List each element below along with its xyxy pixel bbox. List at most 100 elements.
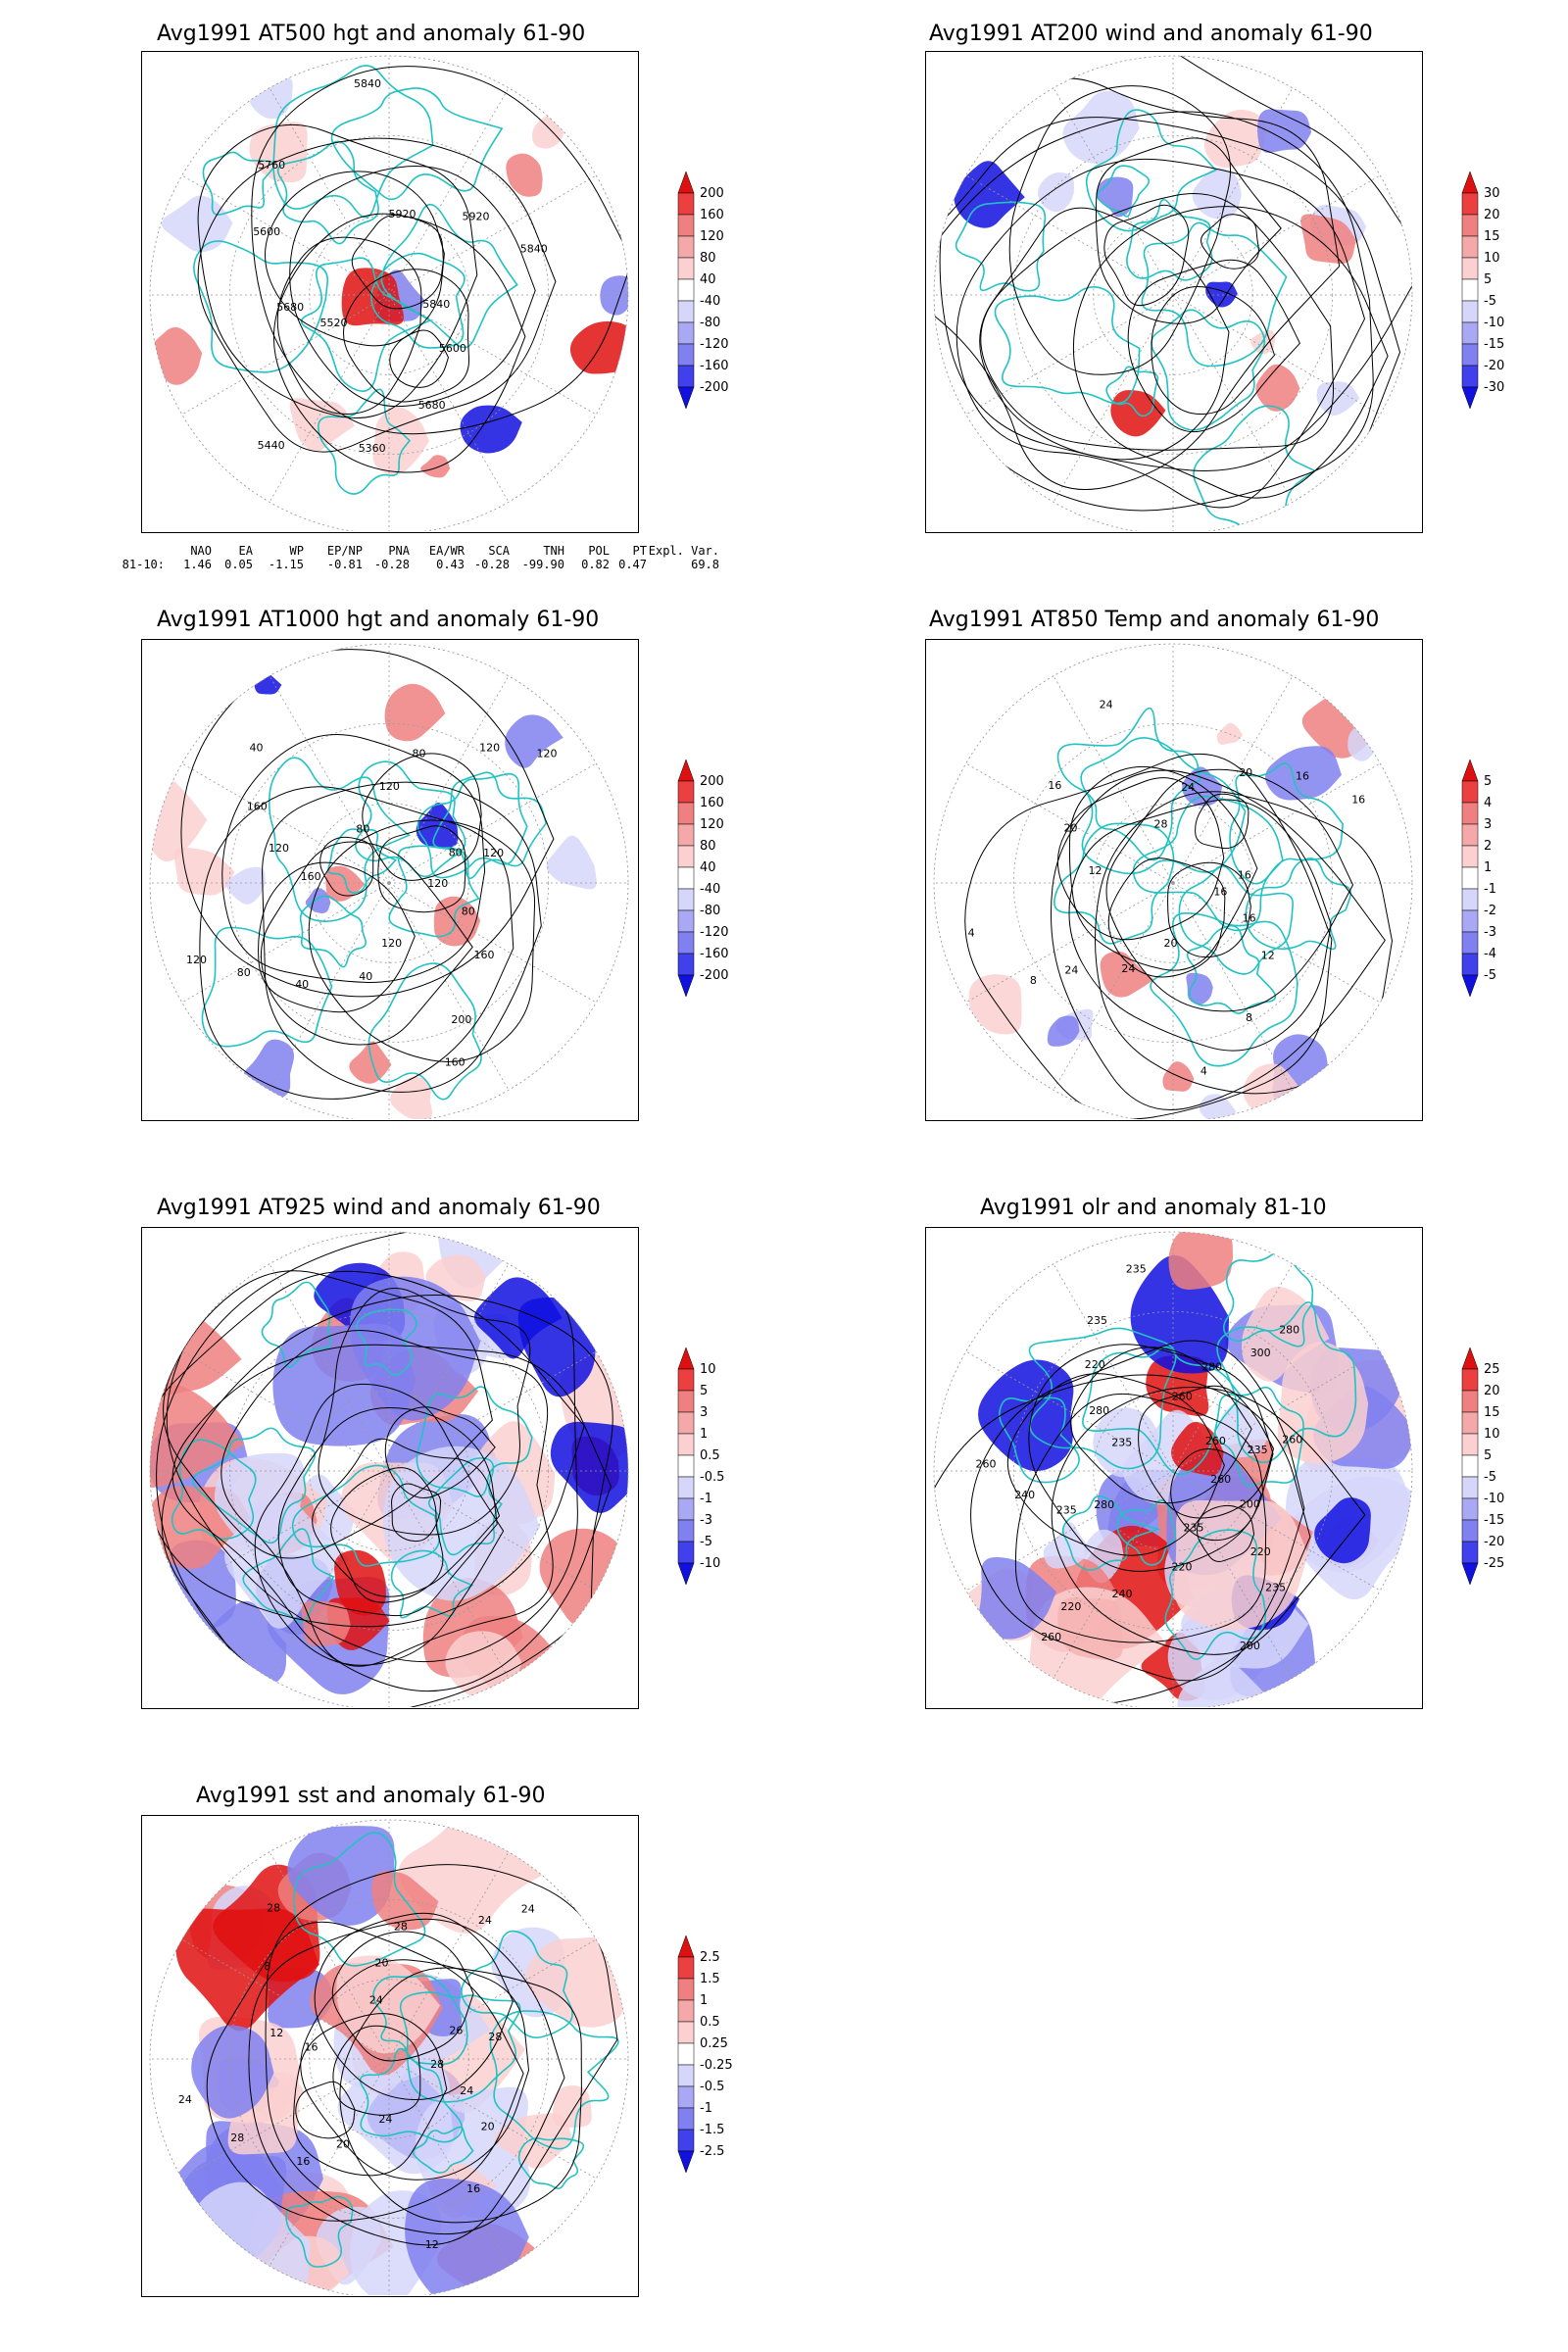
- contour-line: [289, 165, 536, 408]
- colorbar-segment: [677, 1497, 695, 1521]
- contour-label: 160: [474, 949, 495, 961]
- coastline: [416, 772, 528, 879]
- contour-label: 200: [451, 1013, 471, 1026]
- anomaly-region: [968, 974, 1022, 1035]
- contour-label: 28: [430, 2058, 444, 2071]
- teleconnection-table: NAO EA WP EP/NP PNA EA/WR SCA TNH POL PT Expl. Var…: [116, 544, 719, 571]
- contour-label: 24: [1121, 962, 1135, 975]
- anomaly-region: [1257, 109, 1312, 153]
- contour-label: 16: [1213, 885, 1227, 898]
- colorbar-tick-label: -80: [700, 904, 720, 918]
- colorbar-tick-label: 15: [1484, 1405, 1500, 1420]
- colorbar-tick-label: 10: [1484, 251, 1500, 266]
- coastline: [1116, 1499, 1176, 1566]
- coastline: [1193, 405, 1317, 531]
- streamline: [254, 1383, 505, 1666]
- polar-map-frame: [925, 51, 1423, 533]
- colorbar-tick-label: -15: [1484, 1513, 1504, 1528]
- contour-label: 12: [1089, 864, 1102, 877]
- colorbar-tick-label: -1: [700, 2101, 712, 2116]
- contour-line: [1051, 1387, 1366, 1655]
- contour-label: 20: [336, 2138, 350, 2151]
- colorbar-tick-label: -10: [1484, 1492, 1504, 1506]
- contour-label: 80: [449, 847, 463, 859]
- coastline: [1105, 366, 1159, 417]
- anomaly-region: [1215, 1402, 1270, 1458]
- colorbar-segment: [677, 2107, 695, 2131]
- colorbar-segment: [677, 2129, 695, 2152]
- teleconnection-value: -0.28: [473, 558, 510, 571]
- teleconnection-header: EA/WR: [428, 544, 465, 558]
- polar-map-frame: 28 24 20 16 12 24 20 16 28 24 16 12 8 28 24 20 28 24 24 26 2…: [141, 1815, 639, 2297]
- colorbar-segment: [677, 1978, 695, 2001]
- colorbar-segment: [677, 823, 695, 847]
- streamline: [220, 1329, 554, 1667]
- coastline: [359, 2047, 464, 2143]
- teleconnection-value: -0.28: [373, 558, 410, 571]
- anomaly-region: [532, 116, 565, 149]
- polar-map-frame: [141, 1227, 639, 1709]
- contour-line: [276, 236, 422, 416]
- teleconnection-header: PNA: [388, 544, 410, 558]
- colorbar-tick-label: -5: [700, 1535, 712, 1549]
- colorbar-tick-label: -1: [700, 1492, 712, 1506]
- contour-label: 24: [369, 1994, 383, 2007]
- contour-label: 24: [1064, 964, 1078, 977]
- teleconnection-header: POL: [588, 544, 610, 558]
- colorbar-segment: [677, 321, 695, 345]
- colorbar-segment: [677, 214, 695, 237]
- coastline: [285, 2195, 354, 2268]
- coastline: [1229, 762, 1345, 885]
- contour-line: [377, 825, 466, 913]
- contour-label: 28: [230, 2132, 244, 2144]
- anomaly-region: [225, 866, 266, 905]
- colorbar: 200 160 120 80 40 -40 -80 -120 -160 -200: [674, 759, 762, 1057]
- contour-label: 5920: [389, 208, 416, 220]
- colorbar-segment: [1461, 823, 1479, 847]
- polar-stereographic-map: 16 16 12 8 4 20 24 24 8 4 12 20 16 24 28 24 20 16 16 16: [933, 643, 1413, 1119]
- colorbar-segment: [677, 866, 695, 890]
- contour-label: 5360: [359, 442, 386, 455]
- contour-label: 260: [1210, 1473, 1231, 1486]
- colorbar-tick-label: -20: [1484, 359, 1504, 373]
- colorbar-tick-label: 1: [700, 1427, 708, 1442]
- contour-label: 80: [462, 905, 475, 917]
- coastline: [193, 240, 329, 373]
- colorbar-segment: [1461, 953, 1479, 976]
- polar-stereographic-map: 5840 5600 5680 5360 5440 5520 5680 5600 5760 5840…: [149, 55, 629, 531]
- colorbar-tick-label: -160: [700, 947, 729, 961]
- contour-label: 120: [269, 842, 289, 855]
- contour-label: 220: [1172, 1561, 1193, 1574]
- panel-title: Avg1991 AT925 wind and anomaly 61-90: [157, 1196, 601, 1220]
- coastline: [1245, 858, 1352, 951]
- anomaly-region: [1277, 1342, 1369, 1464]
- colorbar-segment: [677, 2042, 695, 2066]
- contour-line: [332, 2025, 421, 2116]
- streamline: [391, 1483, 442, 1543]
- contour-label: 120: [186, 954, 207, 966]
- anomaly-region: [248, 75, 293, 120]
- colorbar-arrow-bottom: [677, 386, 695, 410]
- teleconnection-value: 0.43: [436, 558, 465, 571]
- colorbar-segment: [1461, 1390, 1479, 1413]
- teleconnection-row-label: 81-10:: [122, 558, 165, 571]
- coastline: [293, 1832, 426, 1967]
- contour-line: [970, 1340, 1305, 1682]
- colorbar-arrow-top: [1461, 759, 1479, 782]
- colorbar-tick-label: 10: [700, 1362, 716, 1377]
- colorbar-segment: [677, 1433, 695, 1456]
- panel-title: Avg1991 AT1000 hgt and anomaly 61-90: [157, 608, 600, 632]
- colorbar-tick-label: -1.5: [700, 2123, 724, 2137]
- teleconnection-header: PT: [632, 544, 647, 558]
- anomaly-region: [539, 1528, 628, 1629]
- colorbar: 5 4 3 2 1 -1 -2 -3 -4 -5: [1458, 759, 1546, 1057]
- coastline: [489, 2010, 619, 2150]
- teleconnection-value: 1.46: [183, 558, 212, 571]
- streamline: [277, 1406, 498, 1617]
- anomaly-region: [1177, 1657, 1270, 1707]
- colorbar-tick-label: -15: [1484, 337, 1504, 352]
- contour-label: 16: [296, 2155, 310, 2168]
- panel-title: Avg1991 AT200 wind and anomaly 61-90: [929, 22, 1373, 46]
- streamline: [384, 1406, 496, 1498]
- contour-line: [265, 171, 445, 347]
